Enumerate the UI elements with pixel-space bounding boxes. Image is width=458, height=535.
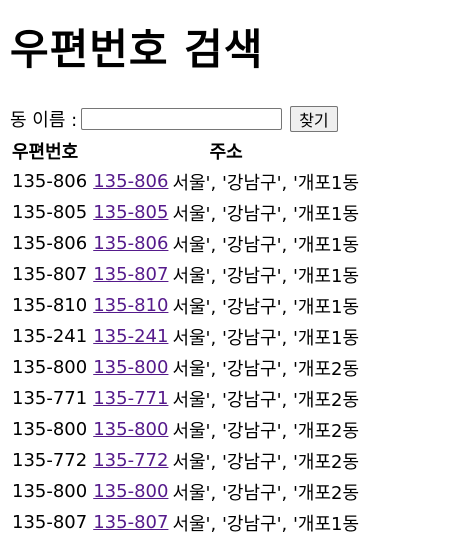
zipcode-text: 135-800 — [12, 419, 88, 440]
address-text: 서울', '강남구', '개포2동 — [172, 358, 360, 380]
address-text: 서울', '강남구', '개포1동 — [172, 296, 360, 318]
address-text: 서울', '강남구', '개포2동 — [172, 482, 360, 504]
find-button[interactable]: 찾기 — [290, 106, 338, 132]
dong-name-input[interactable] — [81, 108, 283, 130]
search-form: 동 이름 : 찾기 — [10, 104, 338, 134]
zipcode-link[interactable]: 135-807 — [93, 512, 169, 533]
zipcode-link[interactable]: 135-800 — [93, 357, 169, 378]
zipcode-link[interactable]: 135-771 — [93, 388, 169, 409]
zipcode-link-cell: 135-807 — [91, 259, 170, 290]
page-title: 우편번호 검색 — [10, 25, 264, 74]
zipcode-link-cell: 135-800 — [91, 352, 170, 383]
zipcode-text: 135-805 — [12, 202, 88, 223]
zipcode-link-cell: 135-810 — [91, 290, 170, 321]
zipcode-text: 135-772 — [12, 450, 88, 471]
zipcode-link-cell: 135-805 — [91, 197, 170, 228]
address-text: 서울', '강남구', '개포1동 — [172, 234, 360, 256]
zipcode-text: 135-800 — [12, 357, 88, 378]
table-row: 135-800 135-800 서울', '강남구', '개포2동 — [10, 476, 361, 507]
table-row: 135-807 135-807 서울', '강남구', '개포1동 — [10, 507, 361, 535]
zipcode-link-cell: 135-806 — [91, 228, 170, 259]
address-text: 서울', '강남구', '개포1동 — [172, 513, 360, 535]
table-row: 135-807 135-807 서울', '강남구', '개포1동 — [10, 259, 361, 290]
zipcode-link[interactable]: 135-806 — [93, 233, 169, 254]
zipcode-link[interactable]: 135-805 — [93, 202, 169, 223]
zipcode-link-cell: 135-806 — [91, 166, 170, 197]
address-text: 서울', '강남구', '개포2동 — [172, 389, 360, 411]
zipcode-link[interactable]: 135-241 — [93, 326, 169, 347]
table-row: 135-810 135-810 서울', '강남구', '개포1동 — [10, 290, 361, 321]
address-text: 서울', '강남구', '개포1동 — [172, 172, 360, 194]
address-text: 서울', '강남구', '개포1동 — [172, 203, 360, 225]
zipcode-link[interactable]: 135-810 — [93, 295, 169, 316]
table-header-row: 우편번호 주소 — [10, 136, 361, 166]
table-row: 135-805 135-805 서울', '강남구', '개포1동 — [10, 197, 361, 228]
zipcode-link[interactable]: 135-772 — [93, 450, 169, 471]
address-text: 서울', '강남구', '개포2동 — [172, 420, 360, 442]
zipcode-link[interactable]: 135-800 — [93, 481, 169, 502]
dong-name-label: 동 이름 : — [10, 110, 78, 131]
address-text: 서울', '강남구', '개포1동 — [172, 265, 360, 287]
zipcode-text: 135-800 — [12, 481, 88, 502]
zipcode-link-cell: 135-800 — [91, 414, 170, 445]
zipcode-text: 135-806 — [12, 171, 88, 192]
zipcode-text: 135-241 — [12, 326, 88, 347]
zipcode-results-table: 우편번호 주소 135-806 135-806 서울', '강남구', '개포1동 1… — [10, 136, 361, 535]
table-row: 135-772 135-772 서울', '강남구', '개포2동 — [10, 445, 361, 476]
table-row: 135-771 135-771 서울', '강남구', '개포2동 — [10, 383, 361, 414]
table-row: 135-800 135-800 서울', '강남구', '개포2동 — [10, 414, 361, 445]
table-body: 135-806 135-806 서울', '강남구', '개포1동 135-805 13… — [10, 166, 361, 535]
zipcode-link[interactable]: 135-807 — [93, 264, 169, 285]
zipcode-link-cell: 135-800 — [91, 476, 170, 507]
table-row: 135-241 135-241 서울', '강남구', '개포1동 — [10, 321, 361, 352]
zipcode-text: 135-806 — [12, 233, 88, 254]
zipcode-link-cell: 135-241 — [91, 321, 170, 352]
address-text: 서울', '강남구', '개포1동 — [172, 327, 360, 349]
zipcode-link-cell: 135-807 — [91, 507, 170, 535]
zipcode-text: 135-810 — [12, 295, 88, 316]
header-zipcode: 우편번호 — [12, 142, 79, 163]
table-row: 135-806 135-806 서울', '강남구', '개포1동 — [10, 166, 361, 197]
zipcode-text: 135-807 — [12, 512, 88, 533]
zipcode-link[interactable]: 135-800 — [93, 419, 169, 440]
zipcode-link[interactable]: 135-806 — [93, 171, 169, 192]
header-address: 주소 — [209, 142, 243, 163]
zipcode-link-cell: 135-772 — [91, 445, 170, 476]
zipcode-link-cell: 135-771 — [91, 383, 170, 414]
zipcode-text: 135-771 — [12, 388, 88, 409]
table-row: 135-806 135-806 서울', '강남구', '개포1동 — [10, 228, 361, 259]
address-text: 서울', '강남구', '개포2동 — [172, 451, 360, 473]
table-row: 135-800 135-800 서울', '강남구', '개포2동 — [10, 352, 361, 383]
zipcode-text: 135-807 — [12, 264, 88, 285]
